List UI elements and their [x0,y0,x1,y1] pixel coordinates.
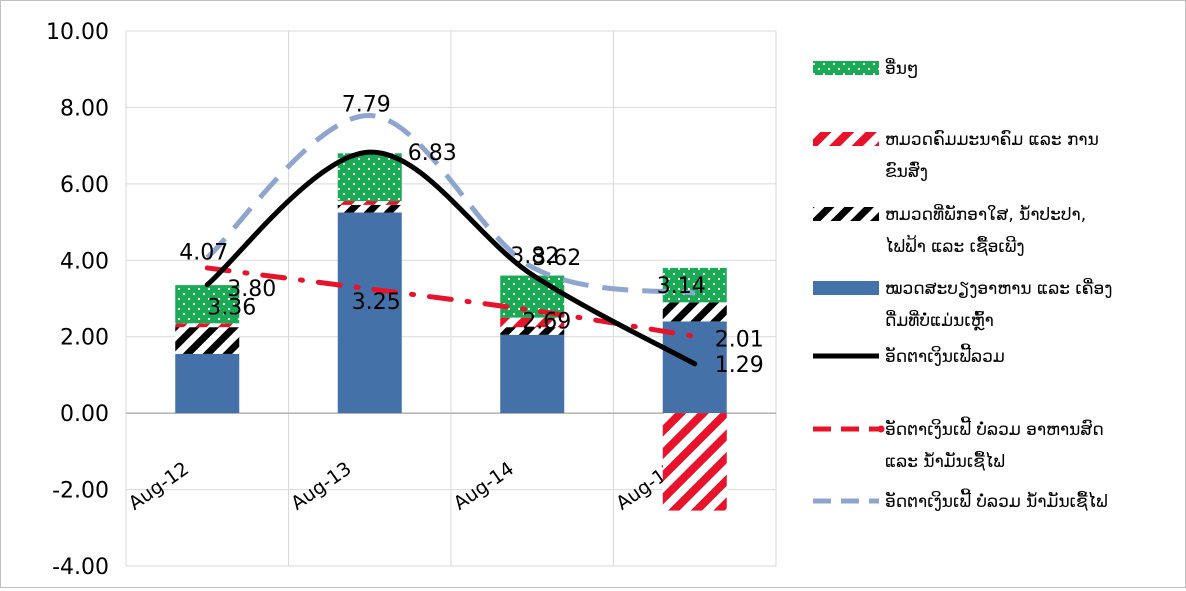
bar-segment [175,323,240,328]
legend-label: ອັດຕາເງິນເຟີ້ ບໍ່ລວມ ນໍ້າມັນເຊື້ໄຟ [885,489,1108,512]
bar-segment [175,327,240,354]
stacked-bars [175,153,727,511]
x-tick-label: Aug-12 [125,458,193,515]
y-tick-label: 10.00 [46,20,109,45]
bar-segment [662,302,727,322]
y-tick-label: 4.00 [60,249,109,274]
legend-label: ອື່ນໆ [885,58,919,79]
data-label: 4.07 [179,241,228,266]
y-tick-label: 8.00 [60,96,109,121]
legend-label: ໄຟຟ້າ ແລະ ເຊື້ອເພີງ [885,234,1025,257]
bar-segment [662,321,727,414]
data-label: 3.36 [207,296,256,321]
legend-dot [877,425,885,433]
legend-label: ໝວດສະບຽງອາຫານ ແລະ ເຄື່ອງ [885,278,1112,299]
bar-segment [500,275,565,318]
legend-label: ຂົນສົ່ງ [885,160,928,182]
legend-label: ຫມວດທີ່ພັກອາໃສ, ນໍ້າປະປາ, [885,203,1086,225]
bar-segment [662,267,727,303]
legend-label: ດື່ມທີ່ບໍ່ແມ່ນເຫຼົ້າ [885,309,994,332]
y-tick-label: -4.00 [52,555,109,580]
legend-label: ແລະ ນໍ້າມັນເຊື້ໄຟ [885,450,1005,472]
legend-label: ອັດຕາເງິນເຟີ້ລວມ [885,344,1005,367]
data-label: 3.62 [532,246,581,271]
bar-segment [662,413,727,511]
legend-swatch [813,61,879,75]
data-label: 3.14 [657,274,706,299]
legend-label: ອັດຕາເງິນເຟີ້ ບໍ່ລວມ ອາຫານສົດ [885,417,1104,440]
data-label: 3.82 [510,244,559,269]
bar-segment [175,353,240,414]
bar-segment [175,285,240,324]
bar-segment [500,317,565,328]
data-label: 7.79 [342,92,391,117]
x-tick-label: Aug-14 [450,458,518,515]
legend-swatch [813,132,879,146]
x-tick-label: Aug-13 [287,458,355,515]
series-line [204,265,698,339]
data-label: 6.83 [408,141,457,166]
data-label: 3.25 [352,290,401,315]
y-tick-label: -2.00 [52,479,109,504]
bar-segment [337,204,402,213]
series-line [204,149,698,367]
bar-segment [500,334,565,414]
y-tick-label: 2.00 [60,326,109,351]
series-lines [204,112,698,367]
series-line [205,112,696,296]
data-label: 2.69 [522,309,571,334]
data-label: 3.80 [227,277,276,302]
bar-segment [337,212,402,414]
data-labels: 3.36 6.83 3.62 1.29 3.80 3.25 2.69 2.01 4.07 7.79… [179,92,763,377]
bar-segment [500,327,565,335]
y-tick-label: 0.00 [60,402,109,427]
legend-label: ຫມວດຄົມມະນາຄົມ ແລະ ການ [885,128,1099,150]
legend-swatch [813,207,879,221]
data-label: 2.01 [715,327,764,352]
legend-swatch [813,281,879,295]
y-tick-label: 6.00 [60,173,109,198]
bar-segment [337,201,402,205]
bar-segment [337,153,402,202]
data-label: 1.29 [715,353,764,378]
